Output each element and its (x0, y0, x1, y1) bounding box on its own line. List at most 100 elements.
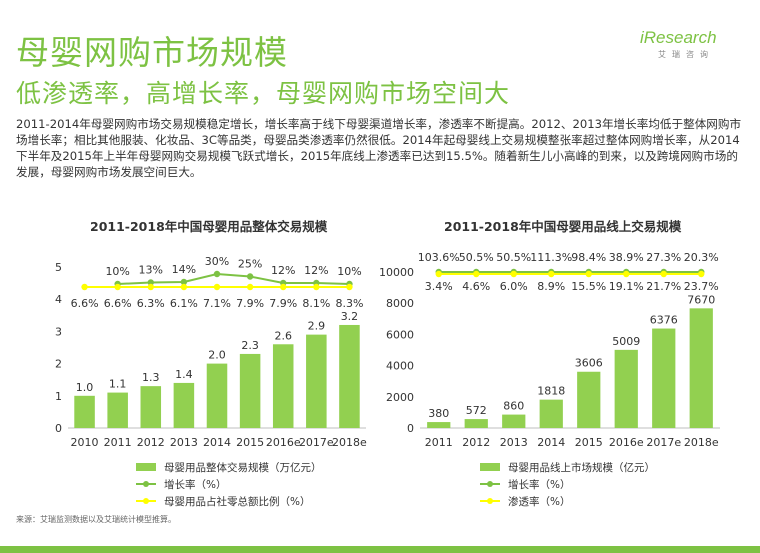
y-tick-label: 3 (55, 325, 62, 338)
bar (339, 324, 360, 428)
y-tick-label: 5 (55, 261, 62, 274)
bottom-accent-bar (0, 546, 760, 553)
bar (689, 308, 713, 428)
penetration-point (313, 283, 320, 291)
growth-point (147, 279, 154, 286)
bar (272, 344, 294, 428)
penetration-point (213, 283, 221, 291)
iresearch-logo: iResearch 艾瑞咨询 (640, 28, 750, 68)
x-tick-label: 2011 (104, 436, 132, 449)
x-tick-label: 2012 (462, 436, 490, 449)
x-tick-label: 2012 (137, 436, 165, 449)
bar (173, 382, 195, 428)
penetration-label: 7.1% (203, 297, 231, 310)
growth-line (117, 272, 350, 285)
x-tick-label: 2017e (299, 436, 334, 449)
growth-label: 38.9% (609, 251, 644, 264)
penetration-point (623, 270, 630, 278)
penetration-label: 6.6% (104, 297, 132, 310)
growth-label: 13% (139, 264, 163, 277)
penetration-label: 6.0% (500, 280, 528, 293)
penetration-point (81, 283, 88, 291)
bar-value-label: 572 (466, 404, 487, 417)
x-tick-label: 2014 (203, 436, 231, 449)
bar (614, 349, 638, 428)
bar-value-label: 1.0 (76, 381, 94, 394)
legend-bar-label: 母婴用品线上市场规模（亿元） (508, 461, 655, 474)
summary-paragraph: 2011-2014年母婴网购市场交易规模稳定增长，增长率高于线下母婴渠道增长率，… (16, 117, 742, 179)
x-tick-label: 2013 (500, 436, 528, 449)
growth-label: 12% (304, 264, 328, 277)
logo-subtext: 艾瑞咨询 (658, 50, 714, 59)
penetration-label: 4.6% (462, 280, 490, 293)
penetration-point (147, 283, 154, 291)
x-tick-label: 2018e (684, 436, 719, 449)
bar-value-label: 1818 (537, 385, 565, 398)
bar (539, 399, 563, 428)
penetration-label: 15.5% (571, 280, 606, 293)
penetration-label: 7.9% (236, 297, 264, 310)
x-tick-label: 2010 (71, 436, 99, 449)
penetration-label: 6.1% (170, 297, 198, 310)
penetration-point (660, 270, 667, 278)
y-tick-label: 1 (55, 390, 62, 403)
growth-label: 14% (172, 263, 196, 276)
growth-point (213, 270, 221, 278)
penetration-label: 6.6% (71, 297, 99, 310)
chart-right-title: 2011-2018年中国母婴用品线上交易规模 (444, 219, 682, 234)
bar-value-label: 2.0 (208, 349, 226, 362)
penetration-point (435, 270, 442, 278)
y-tick-label: 2 (55, 358, 62, 371)
penetration-point (246, 283, 254, 291)
growth-label: 50.5% (459, 251, 494, 264)
bar (577, 371, 601, 428)
legend-growth-marker (143, 481, 149, 487)
page-subtitle: 低渗透率，高增长率，母婴网购市场空间大 (16, 79, 511, 108)
chart-left-title: 2011-2018年中国母婴用品整体交易规模 (90, 219, 328, 234)
bar-value-label: 860 (503, 400, 524, 413)
penetration-point (114, 283, 121, 291)
growth-label: 103.6% (418, 251, 460, 264)
bar (206, 363, 228, 428)
growth-label: 10% (105, 265, 129, 278)
penetration-label: 21.7% (646, 280, 681, 293)
y-tick-label: 0 (55, 422, 62, 435)
x-tick-label: 2014 (537, 436, 565, 449)
bar (107, 392, 128, 428)
legend-penetration-marker (143, 498, 149, 504)
penetration-point (180, 283, 188, 291)
y-tick-label: 8000 (386, 297, 414, 310)
growth-label: 30% (205, 255, 229, 268)
penetration-label: 19.1% (609, 280, 644, 293)
bar-value-label: 6376 (650, 314, 678, 327)
growth-point (180, 278, 188, 286)
growth-label: 20.3% (684, 251, 719, 264)
growth-label: 111.3% (530, 251, 572, 264)
legend-penetration-marker (487, 498, 493, 504)
legend-growth-label: 增长率（%） (508, 478, 570, 491)
x-tick-label: 2016e (609, 436, 644, 449)
bar-value-label: 1.1 (109, 378, 127, 391)
x-tick-label: 2018e (332, 436, 367, 449)
bar (502, 414, 526, 428)
y-tick-label: 0 (407, 422, 414, 435)
y-tick-label: 4000 (386, 360, 414, 373)
bar (427, 422, 451, 428)
penetration-label: 8.3% (335, 297, 363, 310)
chart-right: 0 2000 4000 6000 8000 10000 380 2011 572 2012 860 2… (380, 251, 720, 508)
penetration-label: 8.9% (537, 280, 565, 293)
bar-value-label: 2.3 (241, 339, 259, 352)
x-tick-label: 2011 (425, 436, 453, 449)
bar-value-label: 3.2 (341, 310, 359, 323)
penetration-label: 6.3% (137, 297, 165, 310)
penetration-label: 23.7% (684, 280, 719, 293)
bar (306, 334, 327, 428)
penetration-point (698, 270, 705, 278)
legend-growth-marker (487, 481, 493, 487)
x-tick-label: 2015 (236, 436, 264, 449)
bar (74, 395, 95, 428)
bar-value-label: 7670 (687, 293, 715, 306)
penetration-point (473, 270, 480, 278)
x-tick-label: 2016e (266, 436, 301, 449)
bar-value-label: 3606 (575, 357, 603, 370)
